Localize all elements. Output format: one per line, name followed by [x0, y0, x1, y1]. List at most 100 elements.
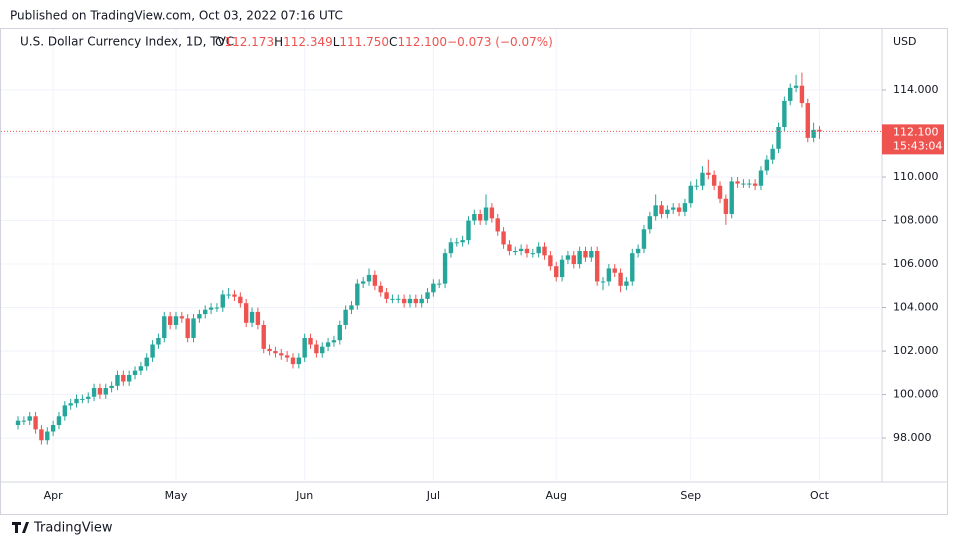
- candle-body: [518, 248, 524, 251]
- last-price-tag: [882, 124, 944, 155]
- candle-body: [115, 374, 120, 386]
- candle-body: [337, 324, 342, 341]
- candle-body: [109, 385, 114, 389]
- x-tick-label: Oct: [810, 489, 830, 502]
- grid: [1, 29, 886, 482]
- x-tick-label: Jul: [426, 489, 440, 502]
- candle-body: [788, 87, 793, 101]
- candle-body: [407, 298, 413, 304]
- legend-value: 112.100: [397, 35, 447, 49]
- candle-body: [548, 255, 553, 267]
- candle-body: [331, 340, 337, 343]
- candle-body: [138, 366, 144, 371]
- candle-body: [665, 209, 670, 215]
- candle-body: [97, 388, 103, 395]
- y-tick-label: 110.000: [893, 170, 939, 183]
- candle-body: [366, 274, 372, 282]
- candle-body: [103, 388, 108, 395]
- logo-icon: [12, 522, 29, 533]
- candle-body: [179, 316, 185, 319]
- candle-body: [80, 398, 85, 400]
- candle-body: [419, 298, 424, 304]
- candle-body: [173, 316, 179, 325]
- candle-body: [612, 268, 617, 273]
- candle-body: [758, 170, 764, 186]
- candle-body: [360, 281, 366, 284]
- candle-body: [676, 207, 682, 212]
- candle-body: [811, 129, 816, 138]
- candle-body: [62, 405, 68, 417]
- candle-body: [208, 307, 214, 310]
- candle-body: [226, 294, 231, 296]
- legend-key: O: [215, 35, 224, 49]
- candle-body: [68, 403, 73, 406]
- candle-body: [583, 250, 588, 258]
- candle-body: [372, 274, 378, 286]
- candle-body: [220, 294, 225, 308]
- candle-body: [647, 216, 653, 230]
- candle-body: [606, 268, 612, 282]
- candle-body: [723, 198, 729, 215]
- candle-body: [185, 318, 190, 339]
- countdown-label: 15:43:04: [893, 139, 942, 152]
- candle-body: [15, 420, 21, 426]
- candle-body: [302, 338, 307, 358]
- candle-body: [390, 298, 395, 300]
- candle-body: [355, 283, 360, 306]
- candle-body: [559, 259, 565, 278]
- y-tick-label: 108.000: [893, 214, 939, 227]
- legend-key: H: [274, 35, 283, 49]
- legend-value: −0.073 (−0.07%): [447, 35, 553, 49]
- candle-body: [694, 185, 699, 187]
- x-tick-label: Jun: [295, 489, 313, 502]
- candle-body: [45, 431, 50, 441]
- candle-body: [314, 344, 319, 354]
- candle-body: [167, 316, 173, 325]
- labels: U.S. Dollar Currency Index, 1D, TVC USD …: [20, 35, 944, 502]
- y-tick-label: 98.000: [893, 431, 932, 444]
- candle-body: [203, 309, 208, 315]
- candle-body: [454, 242, 459, 244]
- candle-body: [793, 85, 799, 88]
- candle-body: [741, 183, 746, 185]
- logo-text: TradingView: [33, 521, 113, 536]
- candle-body: [21, 420, 27, 422]
- candle-body: [401, 298, 407, 304]
- candle-body: [121, 374, 126, 382]
- chart-frame: [0, 28, 948, 515]
- last-price-label: 112.100: [893, 125, 939, 138]
- candle-body: [524, 248, 530, 254]
- legend-value: 111.750: [339, 35, 389, 49]
- candle-body: [413, 298, 419, 304]
- candle-body: [243, 303, 249, 323]
- candle-body: [431, 283, 436, 293]
- legend-key: C: [389, 35, 397, 49]
- ohlc-legend: O112.173H112.349L111.750C112.100−0.073 (…: [215, 35, 553, 49]
- candle-body: [577, 250, 582, 265]
- candle-body: [624, 281, 629, 286]
- candle-body: [630, 253, 635, 282]
- candle-body: [717, 185, 723, 199]
- candle-body: [384, 292, 389, 299]
- candle-body: [735, 181, 740, 184]
- candle-body: [530, 253, 536, 255]
- candle-body: [396, 298, 401, 300]
- candle-body: [261, 324, 266, 349]
- candle-body: [162, 316, 167, 339]
- candle-body: [144, 357, 149, 367]
- candle-body: [91, 388, 97, 397]
- y-tick-label: 102.000: [893, 344, 939, 357]
- candle-body: [536, 246, 541, 254]
- candle-body: [711, 174, 717, 186]
- candle-body: [594, 250, 600, 282]
- candle-body: [513, 250, 518, 252]
- candle-body: [197, 314, 202, 319]
- candle-body: [378, 285, 383, 293]
- candle-body: [805, 103, 810, 138]
- candle-body: [86, 396, 91, 399]
- candle-body: [483, 207, 489, 221]
- x-tick-label: Apr: [44, 489, 64, 502]
- candle-body: [214, 307, 220, 309]
- candles: [1, 72, 882, 445]
